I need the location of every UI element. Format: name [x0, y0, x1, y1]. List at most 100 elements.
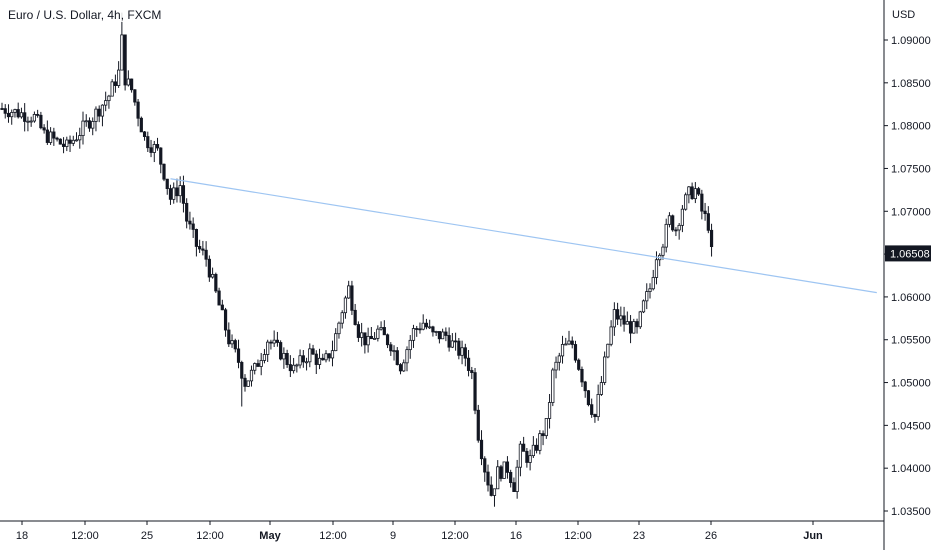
candle [376, 325, 380, 342]
candle-body [19, 112, 24, 118]
candle-body [628, 321, 633, 334]
candle [246, 380, 250, 388]
x-tick-label: Jun [803, 530, 823, 542]
candle-body [256, 363, 260, 367]
candle [253, 362, 257, 375]
candle-body [583, 381, 587, 392]
candle [356, 321, 361, 342]
candle-body [554, 361, 558, 371]
candle-body [635, 321, 639, 328]
candle-body [39, 114, 43, 129]
candle-body [505, 461, 510, 473]
candle [107, 94, 111, 109]
candle-body [298, 355, 302, 366]
candle-body [599, 382, 604, 395]
candle-body [586, 390, 591, 406]
candle-body [311, 348, 315, 355]
candles-group [0, 12, 714, 507]
candle-body [547, 402, 552, 419]
candle [457, 338, 461, 360]
candle [590, 398, 594, 418]
candle-body [337, 322, 341, 335]
candle [687, 186, 691, 204]
candle-body [65, 139, 69, 147]
candle-body [243, 377, 247, 387]
candle-body [677, 224, 681, 231]
candle-body [304, 361, 309, 364]
candle-body [379, 327, 383, 330]
candle [369, 326, 373, 340]
x-tick-label: 12:00 [71, 530, 99, 542]
candle-body [531, 444, 535, 457]
candle-body [577, 359, 581, 370]
candle [269, 339, 273, 350]
candle-body [3, 108, 7, 114]
candle-body [159, 147, 163, 165]
candle [210, 267, 215, 279]
candle [36, 109, 40, 118]
candle-body [42, 127, 46, 131]
candle [126, 70, 130, 87]
x-tick-label: 18 [16, 530, 28, 542]
candle-body [191, 223, 195, 230]
candle-body [117, 69, 121, 86]
candle-body [181, 185, 186, 204]
candle [165, 178, 169, 195]
candle [65, 136, 69, 152]
chart-title: Euro / U.S. Dollar, 4h, FXCM [6, 8, 164, 22]
candle [586, 389, 591, 407]
last-price-label: 1.06508 [890, 248, 930, 260]
candle-body [16, 109, 20, 118]
candle-body [641, 300, 646, 313]
candle [444, 327, 448, 342]
candle-body [178, 185, 182, 197]
candle [84, 114, 88, 127]
candle [32, 111, 37, 123]
candle [227, 322, 231, 347]
candle [483, 456, 487, 482]
candle-body [444, 331, 448, 336]
candle-body [45, 129, 49, 143]
candle [304, 357, 309, 371]
candle [577, 358, 581, 371]
candle [499, 464, 503, 482]
candle-body [139, 117, 143, 133]
candle [71, 135, 75, 147]
candle-body [353, 309, 357, 325]
x-tick-label: 12:00 [441, 530, 469, 542]
candle-body [382, 327, 386, 336]
candle-body [473, 372, 477, 411]
candle [49, 127, 53, 145]
candle [667, 212, 672, 228]
candle [505, 456, 510, 479]
candle-body [654, 259, 659, 278]
candle [638, 310, 642, 329]
candle [223, 307, 228, 337]
candle [580, 366, 584, 387]
candle-body [603, 356, 607, 383]
candle [340, 310, 344, 329]
candle-body [6, 112, 11, 118]
candle [431, 325, 435, 337]
candle-body [314, 353, 318, 365]
candle-body [687, 186, 691, 196]
candle [334, 328, 338, 352]
candle [142, 130, 147, 141]
candle [91, 117, 95, 136]
candle [573, 340, 578, 363]
candle [104, 91, 108, 112]
candle [100, 104, 105, 127]
candle-body [113, 81, 117, 86]
candle-body [573, 344, 578, 361]
candle-body [515, 466, 519, 492]
candle-body [538, 433, 542, 451]
candle-body [398, 364, 403, 372]
candle [74, 132, 79, 142]
candle [470, 366, 474, 380]
candle-body [172, 187, 176, 200]
candle [204, 241, 208, 267]
candle [372, 332, 377, 340]
candle [324, 350, 328, 363]
candle-body [253, 363, 257, 371]
